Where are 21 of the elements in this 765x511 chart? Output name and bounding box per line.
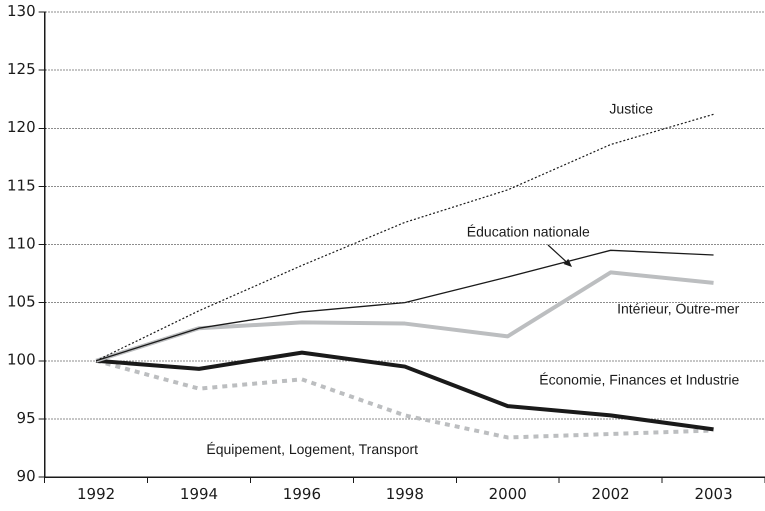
x-tick-label: 2002 bbox=[592, 484, 630, 503]
y-tick-label: 120 bbox=[6, 118, 36, 136]
x-tick-label: 2003 bbox=[694, 484, 733, 503]
x-tick-label: 1996 bbox=[282, 484, 321, 503]
series-label: Éducation nationale bbox=[466, 224, 590, 240]
y-tick-label: 90 bbox=[16, 466, 36, 485]
x-tick-label: 2000 bbox=[488, 484, 527, 503]
y-tick-label: 110 bbox=[6, 234, 36, 252]
y-tick-label: 130 bbox=[6, 2, 36, 20]
series-label: Économie, Finances et Industrie bbox=[539, 371, 740, 388]
y-tick-label: 95 bbox=[16, 408, 36, 427]
series-label: Justice bbox=[609, 100, 654, 117]
y-tick-label: 125 bbox=[6, 60, 36, 78]
y-tick-label: 105 bbox=[6, 292, 36, 311]
x-tick-label: 1994 bbox=[180, 484, 218, 503]
series-label: Intérieur, Outre-mer bbox=[617, 300, 740, 316]
y-tick-label: 115 bbox=[6, 176, 36, 194]
x-tick-label: 1992 bbox=[76, 484, 116, 503]
y-tick-label: 100 bbox=[6, 350, 36, 369]
x-tick-label: 1998 bbox=[386, 484, 424, 503]
series-label: Équipement, Logement, Transport bbox=[206, 441, 418, 458]
